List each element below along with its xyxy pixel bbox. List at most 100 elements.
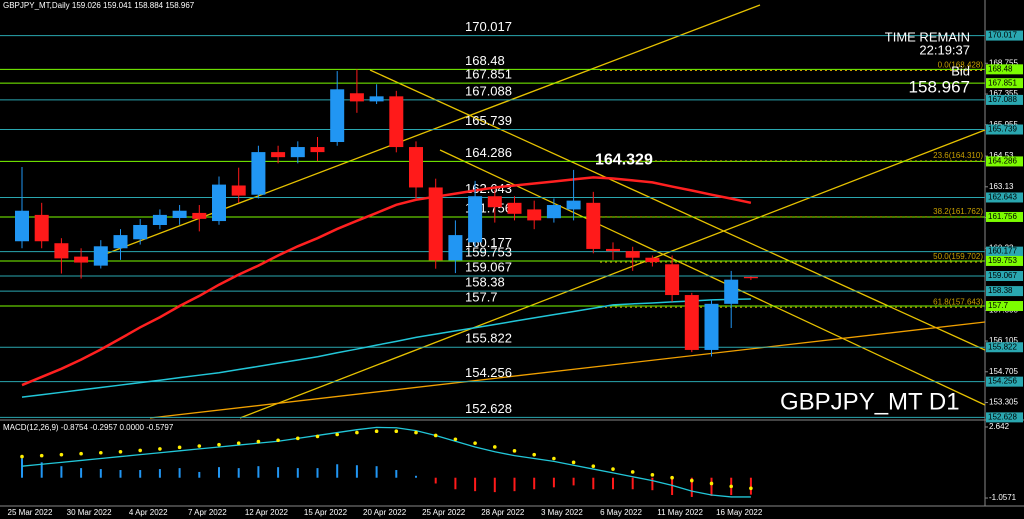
bid-label: Bid [951, 63, 970, 78]
price-tag [986, 286, 1023, 297]
signal-dot [256, 439, 261, 444]
y-tick-label: 167.355 [989, 89, 1018, 98]
signal-dot [473, 441, 477, 445]
level-label: 170.017 [465, 19, 512, 34]
y-tick-label: 2.642 [989, 422, 1010, 431]
x-tick-label: 4 Apr 2022 [129, 508, 168, 517]
candle-body [34, 214, 49, 242]
signal-dot [729, 484, 733, 489]
level-label: 167.088 [465, 83, 512, 98]
macd-bar [119, 470, 122, 478]
signal-dot [158, 447, 162, 451]
macd-bar [218, 467, 220, 478]
candle-body [586, 202, 601, 249]
price-tag-label: 160.177 [988, 247, 1017, 256]
price-tag [986, 124, 1023, 135]
signal-dot [670, 475, 674, 480]
signal-dot [20, 454, 24, 459]
x-tick-label: 25 Apr 2022 [422, 508, 466, 517]
price-tag [986, 412, 1023, 423]
macd-bar [513, 477, 516, 492]
candle-body [724, 279, 739, 304]
candle-body [468, 196, 483, 243]
macd-bar [277, 467, 280, 478]
signal-dot [276, 438, 280, 443]
trend-line [369, 69, 986, 351]
price-tag-label: 161.756 [988, 212, 1017, 221]
macd-bar [80, 468, 83, 478]
price-tag [986, 255, 1023, 266]
signal-dot [591, 464, 596, 468]
level-label: 167.851 [465, 67, 512, 82]
macd-bar [395, 470, 398, 478]
candle-body [409, 147, 423, 188]
macd-line [21, 426, 751, 498]
candle-body [330, 89, 345, 143]
y-tick-label: 154.705 [989, 367, 1018, 376]
y-tick-label: 153.305 [989, 398, 1018, 407]
watermark: GBPJPY_MT D1 [780, 388, 960, 415]
macd-bar [493, 477, 496, 493]
signal-dot [690, 478, 694, 483]
macd-title: MACD(12,26,9) -0.8754 -0.2957 0.0000 -0.… [3, 423, 174, 432]
price-tag-label: 155.822 [988, 342, 1017, 351]
macd-bar [316, 468, 319, 478]
x-tick-label: 20 Apr 2022 [363, 508, 407, 517]
macd-bar [296, 468, 299, 478]
macd-bar [257, 466, 260, 478]
macd-bar [415, 475, 417, 478]
price-tag-label: 158.38 [988, 286, 1013, 295]
candle-body [684, 295, 699, 350]
x-tick-label: 12 Apr 2022 [245, 508, 289, 517]
candle-body [428, 187, 443, 261]
macd-bar [710, 477, 713, 496]
candle-body [15, 210, 29, 242]
macd-bar [178, 468, 181, 478]
signal-dot [709, 481, 714, 486]
fib-label: 23.6(164.310) [933, 151, 983, 160]
level-label: 154.256 [465, 365, 512, 380]
macd-bar [336, 464, 339, 478]
candle-body [349, 93, 364, 102]
macd-bar [139, 470, 142, 478]
price-tag [986, 64, 1023, 75]
price-tag-label: 157.7 [988, 301, 1009, 310]
price-tag-label: 162.643 [988, 193, 1017, 202]
trend-line [239, 129, 986, 419]
price-tag [986, 342, 1023, 353]
macd-bar [592, 477, 595, 490]
x-tick-label: 11 May 2022 [657, 508, 703, 517]
level-label: 155.822 [465, 331, 512, 346]
annotation: 164.329 [595, 152, 653, 169]
signal-dot [532, 452, 536, 457]
candle-body [487, 196, 502, 208]
price-tag-label: 159.753 [988, 256, 1017, 265]
candle-body [271, 152, 286, 158]
price-tag-label: 165.739 [988, 125, 1017, 134]
macd-bar [552, 477, 555, 488]
price-tag [986, 30, 1023, 41]
macd-bar [158, 469, 161, 478]
level-label: 168.48 [465, 53, 505, 68]
chart-header: GBPJPY_MT,Daily 159.026 159.041 158.884 … [3, 1, 195, 10]
x-tick-label: 30 Mar 2022 [67, 508, 112, 517]
candle-body [527, 209, 542, 221]
price-tag [986, 156, 1023, 167]
price-tag [986, 376, 1023, 387]
macd-bar [572, 477, 575, 486]
signal-dot [79, 451, 83, 456]
fib-label: 61.8(157.643) [933, 297, 983, 306]
moving-average [21, 298, 751, 398]
trend-line [439, 149, 986, 406]
price-tag [986, 192, 1023, 203]
y-tick-label: 156.105 [989, 336, 1018, 345]
time-remain-label: TIME REMAIN [885, 29, 970, 44]
signal-dot [197, 444, 202, 448]
signal-dot [355, 430, 359, 435]
price-tag-label: 152.628 [988, 412, 1017, 421]
price-tag-label: 154.256 [988, 377, 1017, 386]
price-tag-label: 164.286 [988, 157, 1017, 166]
price-tag [986, 271, 1023, 282]
signal-dot [433, 433, 438, 438]
fib-label: 38.2(161.762) [933, 207, 983, 216]
